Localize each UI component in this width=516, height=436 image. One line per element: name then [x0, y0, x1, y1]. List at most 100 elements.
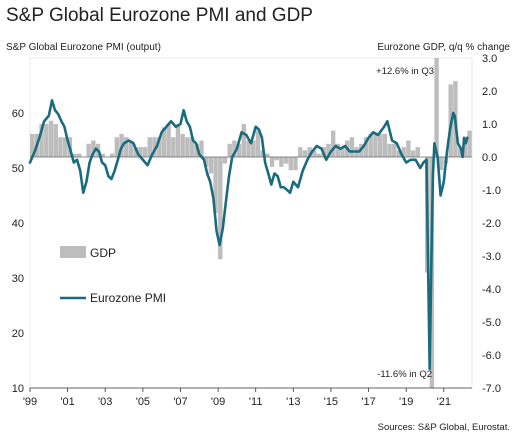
- gdp-bar-2011Q1: [255, 130, 261, 157]
- gdp-bar-1999Q3: [39, 124, 44, 157]
- x-tick-label: '17: [361, 396, 375, 408]
- x-tick-label: '21: [437, 396, 451, 408]
- gdp-bar-2002Q2: [91, 140, 96, 157]
- right-tick-label: -3.0: [482, 251, 501, 263]
- gdp-bar-2011Q2: [260, 150, 265, 157]
- right-axis-ticks: 3.0 2.0 1.0 0.0 -1.0 -2.0 -3.0 -4.0 -5.0 -6.0 -7.0: [482, 53, 501, 395]
- gdp-bar-2018Q2: [392, 143, 397, 157]
- right-tick-label: -7.0: [482, 383, 501, 395]
- gdp-bar-2018Q4: [401, 147, 406, 157]
- gdp-bar-2017Q2: [373, 133, 378, 157]
- left-tick-label: 40: [12, 218, 24, 230]
- gdp-bar-2000Q1: [48, 120, 54, 157]
- gdp-bar-2001Q3: [77, 153, 82, 157]
- gdp-bar-2010Q2: [241, 124, 246, 157]
- gdp-bar-2020Q4: [439, 157, 444, 171]
- gdp-bar-2003Q3: [114, 137, 120, 157]
- gdp-bar-2008Q1: [199, 140, 204, 157]
- gdp-bar-2011Q4: [269, 157, 275, 167]
- gdp-bar-2014Q4: [326, 143, 331, 157]
- gdp-bar-2008Q2: [203, 157, 209, 167]
- right-tick-label: 0.0: [482, 152, 497, 164]
- left-axis-title: S&P Global Eurozone PMI (output): [6, 42, 161, 53]
- right-tick-label: -1.0: [482, 185, 501, 197]
- gdp-bar-2014Q2: [316, 153, 322, 157]
- gdp-bar-2000Q2: [53, 124, 58, 157]
- gdp-bar-2017Q1: [368, 133, 373, 157]
- x-tick-label: '03: [98, 396, 112, 408]
- gdp-bar-2002Q1: [86, 143, 91, 157]
- x-tick-label: '11: [249, 396, 263, 408]
- pmi-series-line: [28, 99, 469, 371]
- gdp-bar-2015Q2: [335, 143, 341, 157]
- gdp-bar-2009Q4: [232, 140, 237, 157]
- legend-gdp-swatch: [60, 246, 86, 258]
- gdp-bar-2004Q3: [133, 147, 138, 157]
- gdp-bar-2000Q3: [58, 137, 63, 157]
- gdp-bar-2004Q4: [138, 147, 143, 157]
- gdp-bar-2015Q1: [330, 130, 336, 157]
- left-tick-label: 50: [12, 163, 24, 175]
- gdp-bar-2015Q3: [340, 147, 345, 157]
- gdp-bar-2006Q1: [161, 127, 167, 157]
- left-tick-label: 30: [12, 273, 24, 285]
- gdp-bar-2002Q4: [100, 153, 105, 157]
- gdp-bar-2007Q4: [194, 143, 199, 157]
- gdp-bar-2012Q2: [279, 157, 284, 167]
- right-tick-label: -5.0: [482, 317, 501, 329]
- legend-gdp-label: GDP: [90, 246, 116, 260]
- gdp-bar-2020Q3: [434, 58, 439, 157]
- right-tick-label: 1.0: [482, 119, 497, 131]
- gdp-bar-2007Q1: [180, 133, 185, 157]
- gdp-bar-2011Q3: [265, 153, 270, 157]
- gdp-bar-2008Q4: [213, 157, 218, 214]
- gdp-bar-2013Q1: [293, 157, 298, 171]
- gdp-bar-2000Q4: [62, 137, 68, 157]
- x-tick-label: '07: [173, 396, 187, 408]
- left-tick-label: 60: [12, 108, 24, 120]
- gdp-bar-2005Q4: [156, 137, 162, 157]
- x-tick-label: '13: [286, 396, 300, 408]
- plot-frame: [29, 57, 473, 389]
- x-tick-label: '05: [136, 396, 150, 408]
- gdp-bar-2004Q1: [124, 137, 129, 157]
- left-tick-label: 10: [12, 383, 24, 395]
- x-axis-ticks: '99 '01 '03 '05 '07 '09 '11 '13 '15 '17 '19 '21: [23, 388, 451, 408]
- gdp-bar-1999Q4: [44, 124, 49, 157]
- gdp-bar-2009Q2: [222, 157, 228, 164]
- gdp-bar-2019Q2: [410, 150, 416, 157]
- gdp-bar-2016Q4: [363, 137, 369, 157]
- right-tick-label: -2.0: [482, 218, 501, 230]
- legend-pmi-label: Eurozone PMI: [90, 291, 166, 305]
- gdp-bar-2008Q3: [208, 157, 214, 174]
- gdp-bars: [30, 58, 472, 388]
- right-tick-label: 2.0: [482, 86, 497, 98]
- x-tick-label: '99: [23, 396, 37, 408]
- gdp-bar-2010Q3: [246, 140, 251, 157]
- gdp-bar-2007Q3: [189, 137, 195, 157]
- gdp-bar-2007Q2: [185, 137, 190, 157]
- left-axis-ticks: 10 20 30 40 50 60: [12, 108, 24, 395]
- gdp-bar-2001Q2: [72, 153, 77, 157]
- gdp-bar-2019Q1: [406, 140, 411, 157]
- gdp-bar-2009Q1: [218, 157, 223, 260]
- gdp-bar-2022Q1: [462, 137, 467, 157]
- gdp-bar-2012Q1: [274, 157, 279, 161]
- gdp-bar-2018Q1: [387, 143, 392, 157]
- gdp-bar-2005Q3: [152, 137, 157, 157]
- gdp-bar-2006Q4: [175, 124, 181, 157]
- annotation-q3-2020: +12.6% in Q3: [376, 66, 434, 77]
- gdp-bar-2009Q3: [227, 143, 232, 157]
- gdp-bar-2013Q4: [307, 147, 312, 157]
- gdp-bar-1999Q1: [30, 133, 35, 157]
- gdp-bar-2019Q3: [415, 147, 420, 157]
- gdp-bar-2010Q4: [251, 140, 256, 157]
- gdp-bar-2022Q2: [467, 130, 472, 157]
- gdp-bar-2014Q1: [312, 150, 317, 157]
- gdp-bar-2010Q1: [236, 143, 242, 157]
- gdp-bar-2013Q3: [302, 150, 308, 157]
- x-tick-label: '01: [60, 396, 74, 408]
- annotation-q2-2020: -11.6% in Q2: [377, 369, 432, 380]
- right-axis-title: Eurozone GDP, q/q % change: [377, 42, 510, 53]
